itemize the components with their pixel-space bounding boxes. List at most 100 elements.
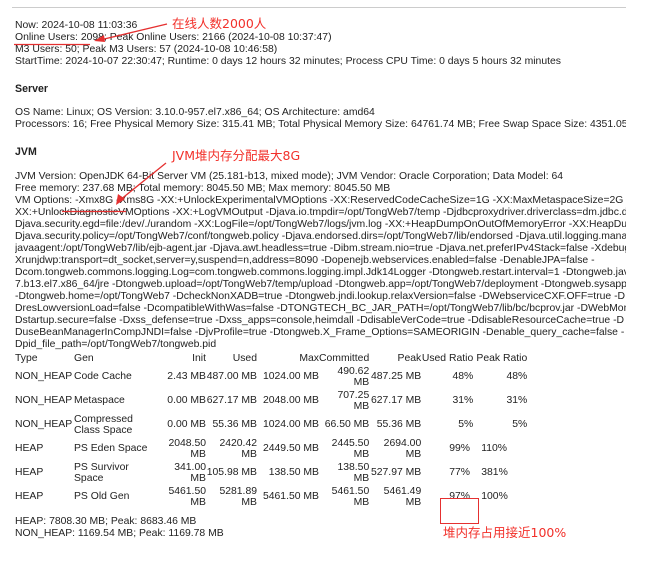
table-cell: 487.00 MB <box>206 371 257 383</box>
table-cell: 2048.00 MB <box>262 395 319 407</box>
table-cell: 2445.50 MB <box>331 437 370 461</box>
table-cell: 341.00 MB <box>174 461 206 485</box>
table-cell: 48% <box>506 371 528 383</box>
table-cell: 487.25 MB <box>370 371 422 383</box>
table-cell: 99% <box>449 443 471 455</box>
table-cell: 1024.00 MB <box>262 419 319 431</box>
column-header: Used Ratio <box>421 353 474 365</box>
table-row: HEAP PS Eden Space 2048.50 MB 2420.42 MB 244… <box>15 437 527 461</box>
table-cell: 527.97 MB <box>370 467 422 479</box>
top-divider <box>12 7 626 8</box>
table-row: HEAP PS Survivor Space 341.00 MB 105.98 MB 1… <box>15 461 527 485</box>
table-cell: 1024.00 MB <box>262 371 319 383</box>
memory-pool-table: Type Gen Init Used Max Committed Peak Used Rati… <box>15 353 527 509</box>
table-cell: 31% <box>452 395 474 407</box>
table-cell: 2.43 MB <box>167 371 206 383</box>
table-cell: 2048.50 MB <box>168 437 206 461</box>
table-cell: 2694.00 MB <box>383 437 422 461</box>
annotation-heap-usage: 堆内存占用接近100% <box>443 525 567 540</box>
heap-summary: HEAP: 7808.30 MB; Peak: 8683.46 MB <box>15 516 197 527</box>
table-cell: HEAP <box>15 443 44 455</box>
vm-options-line: -Dtongweb.home=/opt/TongWeb7 -DcheckNonX… <box>15 291 626 302</box>
table-cell: 627.17 MB <box>370 395 422 407</box>
table-cell: HEAP <box>15 467 44 479</box>
table-cell: 5461.50 MB <box>168 485 206 509</box>
server-heading: Server <box>15 83 48 95</box>
column-header: Committed <box>319 353 370 365</box>
vm-options-line: Dcom.tongweb.commons.logging.Log=com.ton… <box>15 267 626 278</box>
table-cell: 0.00 MB <box>167 395 206 407</box>
column-header: Gen <box>74 353 94 365</box>
annotation-jvm-max: JVM堆内存分配最大8G <box>172 148 301 163</box>
start-time-line: StartTime: 2024-10-07 22:30:47; Runtime:… <box>15 56 561 67</box>
column-header: Peak <box>397 353 422 365</box>
non-heap-summary: NON_HEAP: 1169.54 MB; Peak: 1169.78 MB <box>15 528 224 539</box>
vm-options-line: DresLowversionLoad=false -DcompatibleWit… <box>15 303 626 314</box>
table-cell: 490.62 MB <box>337 365 370 389</box>
vm-options-line: javaagent:/opt/TongWeb7/lib/ejb-agent.ja… <box>15 243 626 254</box>
table-cell: 138.50 MB <box>268 467 319 479</box>
table-row: NON_HEAP Metaspace 0.00 MB 627.17 MB 2048.00… <box>15 389 527 413</box>
table-cell: 55.36 MB <box>376 419 422 431</box>
table-cell: 5% <box>512 419 528 431</box>
table-cell: 5461.49 MB <box>383 485 422 509</box>
table-cell: 77% <box>449 467 471 479</box>
table-cell: 5461.50 MB <box>331 485 370 509</box>
table-row: NON_HEAP Code Cache 2.43 MB 487.00 MB 1024.0… <box>15 365 527 389</box>
table-row: HEAP PS Old Gen 5461.50 MB 5281.89 MB 5461.5… <box>15 485 527 509</box>
table-cell: 105.98 MB <box>206 467 257 479</box>
table-cell: 110% <box>481 443 508 455</box>
table-cell: 707.25 MB <box>337 389 370 413</box>
vm-options-text: -XX:+UnlockExperimentalVMOptions -XX:Res… <box>154 195 626 206</box>
table-cell: 55.36 MB <box>212 419 257 431</box>
vm-options-line: VM Options: -Xmx8G -Xms8G -XX:+UnlockExp… <box>15 195 626 207</box>
table-cell: 31% <box>506 395 528 407</box>
table-cell: Metaspace <box>74 395 125 407</box>
table-cell: NON_HEAP <box>15 395 73 407</box>
table-cell: PS Survivor Space <box>74 461 129 485</box>
table-cell: 0.00 MB <box>167 419 206 431</box>
monitor-content: Now: 2024-10-08 11:03:36 Online Users: 2… <box>15 20 626 540</box>
table-cell: 66.50 MB <box>324 419 370 431</box>
vm-options-line: 7.b13.el7.x86_64/jre -Dtongweb.upload=/o… <box>15 279 626 290</box>
now-line: Now: 2024-10-08 11:03:36 <box>15 20 138 31</box>
table-cell: NON_HEAP <box>15 419 73 431</box>
m3-users-line: M3 Users: 50; Peak M3 Users: 57 (2024-10… <box>15 44 278 55</box>
column-header: Init <box>192 353 206 365</box>
table-cell: 5% <box>458 419 474 431</box>
table-cell: HEAP <box>15 491 44 503</box>
column-header: Used <box>232 353 257 365</box>
table-cell: 627.17 MB <box>206 395 257 407</box>
table-row: NON_HEAP Compressed Class Space 0.00 MB 55.… <box>15 413 527 437</box>
online-users-line: Online Users: 2098; Peak Online Users: 2… <box>15 32 626 44</box>
annotation-online-users: 在线人数2000人 <box>172 16 267 31</box>
table-cell: Compressed Class Space <box>74 413 133 437</box>
column-header: Type <box>15 353 38 365</box>
vm-options-line: DuseBeanManagerInCompJNDI=false -DjvProf… <box>15 327 625 338</box>
highlight-box-old-gen-ratio <box>440 498 479 524</box>
table-cell: PS Eden Space <box>74 443 148 455</box>
jvm-memory-line: Free memory: 237.68 MB; Total memory: 80… <box>15 183 391 194</box>
online-users: Online Users: 2098; <box>15 32 107 43</box>
vm-options-line: Xrunjdwp:transport=dt_socket,server=y,su… <box>15 255 595 266</box>
table-cell: PS Old Gen <box>74 491 130 503</box>
table-header-row: Type Gen Init Used Max Committed Peak Used Rati… <box>15 353 527 365</box>
vm-options-label: VM Options: <box>15 195 76 206</box>
jvm-version-line: JVM Version: OpenJDK 64-Bit Server VM (2… <box>15 171 564 182</box>
vm-options-line: XX:+UnlockDiagnosticVMOptions -XX:+LogVM… <box>15 207 626 218</box>
table-cell: 100% <box>481 491 508 503</box>
table-cell: 97% <box>449 491 471 503</box>
table-cell: 5281.89 MB <box>219 485 257 509</box>
peak-online-users: Peak Online Users: 2166 (2024-10-08 10:3… <box>106 32 332 43</box>
table-cell: 381% <box>481 467 508 479</box>
column-header: Max <box>299 353 319 365</box>
vm-options-line: Dpid_file_path=/opt/TongWeb7/tongweb.pid <box>15 339 217 350</box>
column-header: Peak Ratio <box>476 353 528 365</box>
vm-options-line: Dstartup.secure=false -Dxss_defense=true… <box>15 315 625 326</box>
table-cell: 5461.50 MB <box>262 491 319 503</box>
table-cell: 2449.50 MB <box>262 443 319 455</box>
table-cell: Code Cache <box>74 371 132 383</box>
os-line: OS Name: Linux; OS Version: 3.10.0-957.e… <box>15 107 375 118</box>
vm-options-line: Djava.security.policy=/opt/TongWeb7/conf… <box>15 231 626 242</box>
vm-options-xmx: -Xmx8G -Xms8G <box>75 195 155 206</box>
